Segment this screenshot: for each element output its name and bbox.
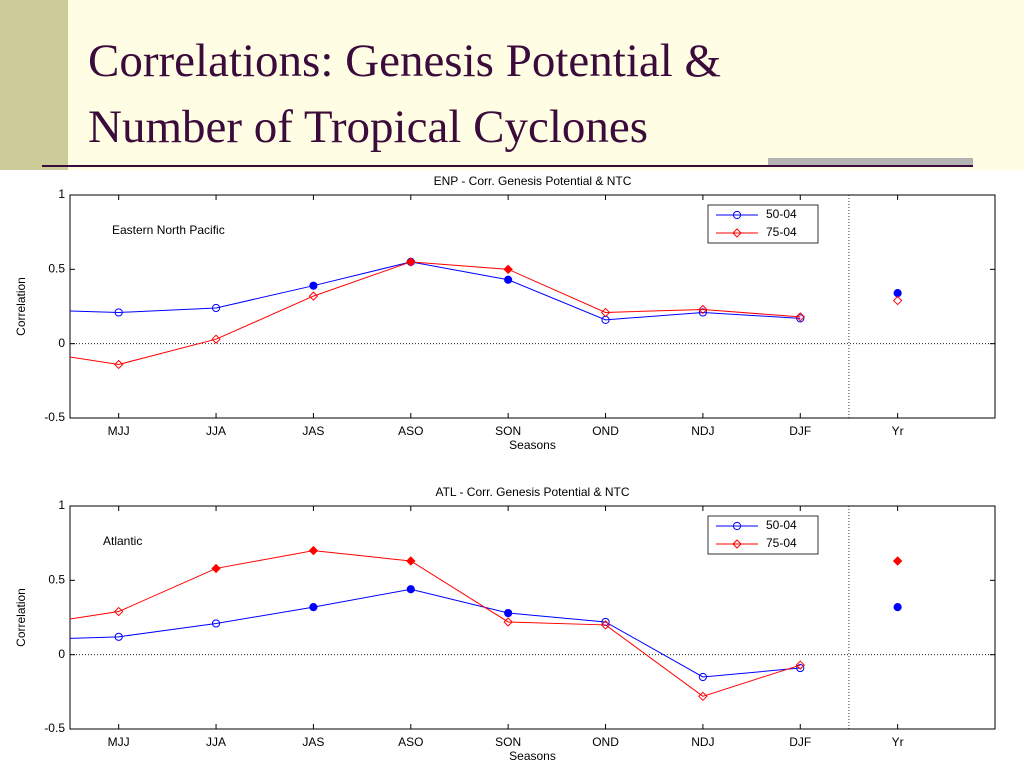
marker xyxy=(406,585,415,594)
marker xyxy=(504,608,513,618)
marker xyxy=(17,346,25,354)
x-tick-label: NDJ xyxy=(691,735,714,749)
x-tick-label: SON xyxy=(495,735,521,749)
x-tick-label: JAS xyxy=(302,424,324,438)
header-band xyxy=(0,0,1024,170)
marker xyxy=(892,295,903,306)
y-tick-label: 1 xyxy=(58,187,65,201)
marker xyxy=(308,545,319,556)
x-axis-label: Seasons xyxy=(509,438,556,452)
marker xyxy=(113,359,124,370)
x-tick-label: JJA xyxy=(206,735,226,749)
legend-label: 75-04 xyxy=(766,225,797,239)
legend-label: 75-04 xyxy=(766,536,797,550)
marker xyxy=(309,602,318,612)
marker xyxy=(698,672,707,682)
y-tick-label: 0 xyxy=(58,336,65,350)
annotation: Atlantic xyxy=(103,534,142,548)
marker xyxy=(114,632,123,641)
marker xyxy=(698,304,708,315)
marker xyxy=(732,210,742,220)
marker xyxy=(732,539,742,549)
x-tick-label: DJF xyxy=(789,735,811,749)
marker xyxy=(732,228,742,238)
x-tick-label: NDJ xyxy=(691,424,714,438)
annotation: Eastern North Pacific xyxy=(112,223,225,237)
y-tick-label: 0 xyxy=(58,647,65,661)
marker xyxy=(732,521,742,531)
chart-title: ATL - Corr. Genesis Potential & NTC xyxy=(435,485,629,499)
plot-area xyxy=(69,505,996,730)
accent-bar xyxy=(0,0,68,170)
x-tick-label: Yr xyxy=(892,424,904,438)
marker xyxy=(308,291,319,301)
marker xyxy=(698,308,707,317)
x-tick-label: ASO xyxy=(398,424,423,438)
legend-box xyxy=(707,204,819,244)
marker xyxy=(600,307,611,318)
x-tick-label: ASO xyxy=(398,735,423,749)
legend-label: 50-04 xyxy=(766,207,797,221)
marker xyxy=(893,289,902,298)
y-tick-label: 0.5 xyxy=(48,262,65,276)
y-tick-label: -0.5 xyxy=(44,721,65,735)
x-tick-label: JJA xyxy=(206,424,226,438)
marker xyxy=(113,606,124,617)
marker xyxy=(504,275,513,284)
marker xyxy=(406,556,416,566)
plot-group xyxy=(17,545,903,702)
marker xyxy=(795,660,805,670)
marker xyxy=(601,617,610,627)
y-axis-label: Correlation xyxy=(14,588,28,647)
marker xyxy=(309,281,318,290)
marker xyxy=(503,617,513,627)
slide-title: Correlations: Genesis Potential & xyxy=(88,35,721,87)
legend-box xyxy=(707,515,819,555)
marker xyxy=(893,602,902,612)
x-tick-label: SON xyxy=(495,424,521,438)
marker xyxy=(211,619,221,628)
plot-group xyxy=(17,257,903,370)
x-tick-label: MJJ xyxy=(108,735,130,749)
marker xyxy=(406,257,416,267)
accent-rule xyxy=(768,158,973,167)
marker xyxy=(892,556,903,566)
marker xyxy=(114,308,123,317)
marker xyxy=(698,691,708,702)
x-tick-label: JAS xyxy=(302,735,324,749)
x-axis-label: Seasons xyxy=(509,749,556,763)
marker xyxy=(796,663,805,673)
y-axis-label: Correlation xyxy=(14,277,28,336)
legend-label: 50-04 xyxy=(766,518,797,532)
marker xyxy=(211,303,221,313)
x-tick-label: DJF xyxy=(789,424,811,438)
slide-title: Number of Tropical Cyclones xyxy=(88,101,648,153)
x-tick-label: MJJ xyxy=(108,424,130,438)
x-tick-label: Yr xyxy=(892,735,904,749)
y-tick-label: -0.5 xyxy=(44,410,65,424)
marker xyxy=(795,312,805,322)
marker xyxy=(211,334,221,344)
x-tick-label: OND xyxy=(592,424,619,438)
y-tick-label: 0.5 xyxy=(48,573,65,587)
chart-title: ENP - Corr. Genesis Potential & NTC xyxy=(434,174,632,188)
marker xyxy=(211,563,221,574)
marker xyxy=(600,620,611,630)
y-tick-label: 1 xyxy=(58,498,65,512)
marker xyxy=(796,314,805,323)
x-tick-label: OND xyxy=(592,735,619,749)
marker xyxy=(503,264,513,275)
